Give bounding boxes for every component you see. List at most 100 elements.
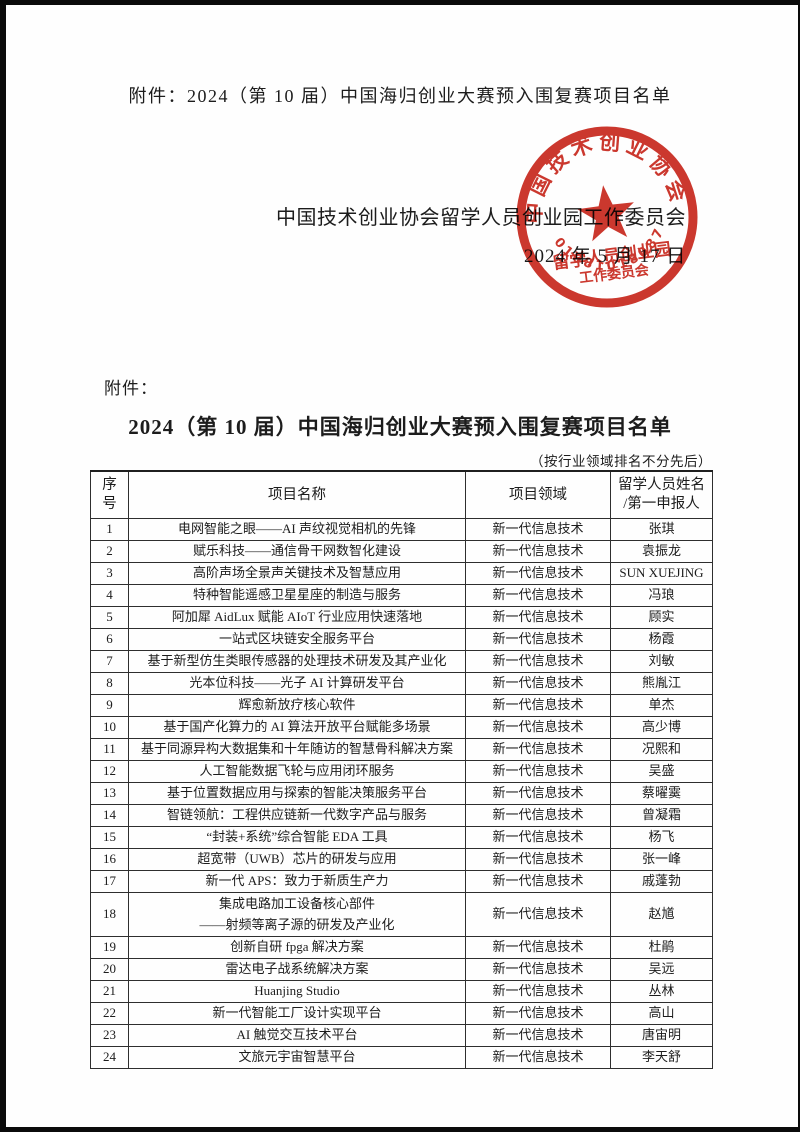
cell-project-name: 超宽带（UWB）芯片的研发与应用	[128, 848, 466, 871]
table-row: 14 智链领航：工程供应链新一代数字产品与服务 新一代信息技术 曾凝霜	[90, 804, 713, 827]
cell-index: 17	[90, 870, 129, 893]
cell-project-field: 新一代信息技术	[465, 957, 611, 981]
seal-star	[577, 185, 634, 242]
cell-project-name: 辉愈新放疗核心软件	[128, 694, 466, 717]
cell-index: 23	[90, 1023, 129, 1047]
cell-index: 14	[90, 804, 129, 827]
cell-applicant-name: 戚蓬勃	[610, 870, 713, 893]
list-title: 2024（第 10 届）中国海归创业大赛预入围复赛项目名单	[128, 415, 672, 439]
cell-applicant-name: 丛林	[610, 979, 713, 1003]
attachment-header-line: 附件：2024（第 10 届）中国海归创业大赛预入围复赛项目名单	[128, 86, 672, 106]
table-row: 17 新一代 APS：致力于新质生产力 新一代信息技术 戚蓬勃	[90, 870, 713, 893]
cell-applicant-name: 杨飞	[610, 826, 713, 849]
cell-index: 12	[90, 760, 129, 783]
scan-border-left	[0, 0, 6, 1132]
cell-project-name: 基于国产化算力的 AI 算法开放平台赋能多场景	[128, 716, 466, 739]
project-table: 序 号 项目名称 项目领域 留学人员姓名 /第一申报人 1 电网智能之眼——AI …	[90, 470, 713, 1069]
cell-index: 10	[90, 716, 129, 739]
cell-project-name: 赋乐科技——通信骨干网数智化建设	[128, 540, 466, 563]
cell-applicant-name: 顾实	[610, 606, 713, 629]
cell-index: 11	[90, 738, 129, 761]
cell-project-name: 一站式区块链安全服务平台	[128, 628, 466, 651]
cell-project-field: 新一代信息技术	[465, 628, 611, 651]
table-row: 10 基于国产化算力的 AI 算法开放平台赋能多场景 新一代信息技术 高少博	[90, 716, 713, 739]
table-row: 6 一站式区块链安全服务平台 新一代信息技术 杨霞	[90, 628, 713, 651]
table-header-row: 序 号 项目名称 项目领域 留学人员姓名 /第一申报人	[90, 470, 713, 519]
table-row: 19 创新自研 fpga 解决方案 新一代信息技术 杜鹃	[90, 935, 713, 959]
table-row: 8 光本位科技——光子 AI 计算研发平台 新一代信息技术 熊胤江	[90, 672, 713, 695]
table-row: 18 集成电路加工设备核心部件 ——射频等离子源的研发及产业化 新一代信息技术 赵馗	[90, 892, 713, 937]
table-row: 5 阿加犀 AidLux 赋能 AIoT 行业应用快速落地 新一代信息技术 顾实	[90, 606, 713, 629]
cell-project-name: 新一代 APS：致力于新质生产力	[128, 870, 466, 893]
cell-applicant-name: 吴盛	[610, 760, 713, 783]
cell-index: 3	[90, 562, 129, 585]
cell-project-name: 创新自研 fpga 解决方案	[128, 935, 466, 959]
column-header-project-field: 项目领域	[465, 470, 611, 519]
cell-index: 2	[90, 540, 129, 563]
cell-index: 16	[90, 848, 129, 871]
cell-project-field: 新一代信息技术	[465, 562, 611, 585]
cell-index: 8	[90, 672, 129, 695]
cell-applicant-name: 刘敏	[610, 650, 713, 673]
cell-index: 9	[90, 694, 129, 717]
column-header-applicant-line2: /第一申报人	[623, 496, 700, 512]
table-row: 12 人工智能数据飞轮与应用闭环服务 新一代信息技术 吴盛	[90, 760, 713, 783]
cell-project-field: 新一代信息技术	[465, 892, 611, 937]
cell-project-name: “封装+系统”综合智能 EDA 工具	[128, 826, 466, 849]
column-header-index-line1: 序	[102, 477, 117, 494]
cell-index: 21	[90, 979, 129, 1003]
cell-project-field: 新一代信息技术	[465, 826, 611, 849]
cell-project-name: 光本位科技——光子 AI 计算研发平台	[128, 672, 466, 695]
cell-applicant-name: 袁振龙	[610, 540, 713, 563]
cell-project-name: 人工智能数据飞轮与应用闭环服务	[128, 760, 466, 783]
table-row: 16 超宽带（UWB）芯片的研发与应用 新一代信息技术 张一峰	[90, 848, 713, 871]
cell-applicant-name: 单杰	[610, 694, 713, 717]
official-seal: 中国技术创业协会 留学人员创业园 工作委员会 01081018087	[511, 120, 698, 308]
cell-index: 22	[90, 1001, 129, 1025]
cell-project-field: 新一代信息技术	[465, 540, 611, 563]
scan-border-bottom	[0, 1127, 800, 1132]
table-row: 4 特种智能遥感卫星星座的制造与服务 新一代信息技术 冯琅	[90, 584, 713, 607]
cell-project-name: 智链领航：工程供应链新一代数字产品与服务	[128, 804, 466, 827]
cell-applicant-name: 吴远	[610, 957, 713, 981]
cell-applicant-name: 李天舒	[610, 1045, 713, 1069]
table-row: 11 基于同源异构大数据集和十年随访的智慧骨科解决方案 新一代信息技术 况熙和	[90, 738, 713, 761]
cell-applicant-name: 杜鹃	[610, 935, 713, 959]
cell-project-name: 高阶声场全景声关键技术及智慧应用	[128, 562, 466, 585]
cell-project-field: 新一代信息技术	[465, 1001, 611, 1025]
cell-applicant-name: 唐宙明	[610, 1023, 713, 1047]
table-row: 7 基于新型仿生类眼传感器的处理技术研发及其产业化 新一代信息技术 刘敏	[90, 650, 713, 673]
cell-project-field: 新一代信息技术	[465, 782, 611, 805]
table-row: 1 电网智能之眼——AI 声纹视觉相机的先锋 新一代信息技术 张琪	[90, 518, 713, 541]
table-row: 24 文旅元宇宙智慧平台 新一代信息技术 李天舒	[90, 1045, 713, 1069]
column-header-project-name: 项目名称	[128, 470, 466, 519]
table-row: 21 Huanjing Studio 新一代信息技术 丛林	[90, 979, 713, 1003]
column-header-applicant-line1: 留学人员姓名	[618, 477, 705, 494]
cell-project-field: 新一代信息技术	[465, 804, 611, 827]
cell-project-field: 新一代信息技术	[465, 848, 611, 871]
cell-applicant-name: 杨霞	[610, 628, 713, 651]
cell-project-name: 阿加犀 AidLux 赋能 AIoT 行业应用快速落地	[128, 606, 466, 629]
cell-project-name: 电网智能之眼——AI 声纹视觉相机的先锋	[128, 518, 466, 541]
table-row: 20 雷达电子战系统解决方案 新一代信息技术 吴远	[90, 957, 713, 981]
cell-applicant-name: 赵馗	[610, 892, 713, 937]
cell-index: 20	[90, 957, 129, 981]
cell-index: 5	[90, 606, 129, 629]
cell-project-name: 基于位置数据应用与探索的智能决策服务平台	[128, 782, 466, 805]
seal-ring	[516, 126, 698, 308]
cell-project-field: 新一代信息技术	[465, 738, 611, 761]
table-row: 3 高阶声场全景声关键技术及智慧应用 新一代信息技术 SUN XUEJING	[90, 562, 713, 585]
cell-project-field: 新一代信息技术	[465, 606, 611, 629]
cell-project-field: 新一代信息技术	[465, 760, 611, 783]
table-row: 13 基于位置数据应用与探索的智能决策服务平台 新一代信息技术 蔡曜霙	[90, 782, 713, 805]
cell-project-name: AI 触觉交互技术平台	[128, 1023, 466, 1047]
cell-index: 7	[90, 650, 129, 673]
annex-label: 附件：	[104, 379, 158, 398]
project-table-body: 1 电网智能之眼——AI 声纹视觉相机的先锋 新一代信息技术 张琪 2 赋乐科技——通信骨…	[90, 518, 713, 1069]
issue-date: 2024 年 5 月 17 日	[524, 246, 687, 267]
cell-project-field: 新一代信息技术	[465, 650, 611, 673]
cell-project-name: 文旅元宇宙智慧平台	[128, 1045, 466, 1069]
cell-project-name: 基于同源异构大数据集和十年随访的智慧骨科解决方案	[128, 738, 466, 761]
cell-index: 13	[90, 782, 129, 805]
